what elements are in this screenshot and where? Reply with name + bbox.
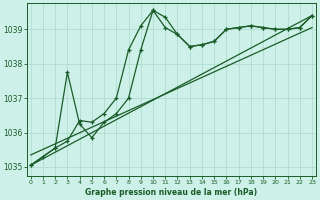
- X-axis label: Graphe pression niveau de la mer (hPa): Graphe pression niveau de la mer (hPa): [85, 188, 257, 197]
